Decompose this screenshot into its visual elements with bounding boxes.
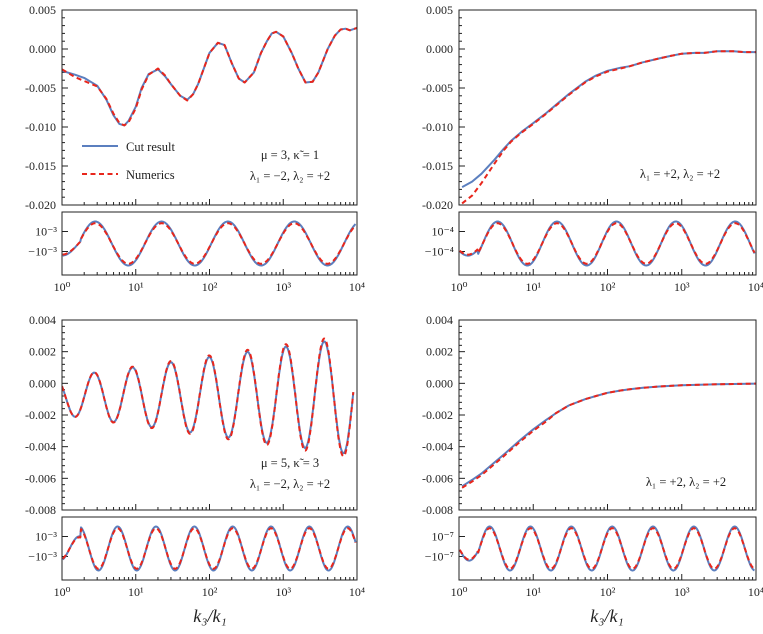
numerics-residual-line xyxy=(62,222,357,265)
y-tick-label: 0.000 xyxy=(426,42,453,56)
x-tick-label: 10⁰ xyxy=(54,280,71,294)
cut-result-line xyxy=(461,382,756,488)
y-tick-label: 10⁻³ xyxy=(35,225,57,239)
x-tick-label: 10⁴ xyxy=(748,585,763,599)
y-tick-label: -0.005 xyxy=(422,81,453,95)
annotation-lambdas: λ₁ = +2, λ₂ = +2 xyxy=(640,167,720,181)
y-tick-label: -0.008 xyxy=(422,503,453,517)
y-tick-label: 10⁻⁴ xyxy=(431,225,454,239)
y-tick-label: -0.004 xyxy=(25,440,56,454)
legend: Cut result Numerics xyxy=(82,140,175,182)
annotation-lambdas: λ₁ = −2, λ₂ = +2 xyxy=(250,477,330,491)
br-main-frame xyxy=(458,319,757,511)
annotation-lambdas: λ₁ = +2, λ₂ = +2 xyxy=(646,475,726,489)
br-main-panel: 0.004 0.002 0.000 -0.002 -0.004 -0.006 -0.008 xyxy=(422,313,757,517)
x-axis-label: k₃/k₁ xyxy=(590,606,624,626)
bl-main-panel: 0.004 0.002 0.000 -0.002 -0.004 -0.006 -0.008 xyxy=(25,313,358,517)
x-tick-label: 10³ xyxy=(674,585,690,599)
annotation-params: μ = 3, κ̃ = 1 xyxy=(261,148,319,162)
y-tick-label: -0.020 xyxy=(25,198,56,212)
bl-resid-panel: 10⁻³ −10⁻³ 10⁰ 10¹ 10² 10³ 10⁴ xyxy=(28,525,365,599)
y-tick-label: -0.010 xyxy=(25,120,56,134)
y-tick-label: −10⁻³ xyxy=(28,245,57,259)
x-tick-label: 10⁰ xyxy=(54,585,71,599)
x-axis-label: k₃/k₁ xyxy=(193,606,227,626)
x-tick-label: 10² xyxy=(202,585,218,599)
x-tick-label: 10⁰ xyxy=(451,280,468,294)
y-tick-label: 0.004 xyxy=(29,313,56,327)
y-tick-label: -0.008 xyxy=(25,503,56,517)
y-tick-label: −10⁻⁴ xyxy=(425,245,454,259)
y-tick-label: -0.002 xyxy=(25,408,56,422)
y-tick-label: -0.010 xyxy=(422,120,453,134)
x-tick-label: 10⁴ xyxy=(349,280,365,294)
x-tick-label: 10¹ xyxy=(128,585,144,599)
tl-main-frame xyxy=(61,9,358,206)
br-resid-frame xyxy=(458,516,757,581)
numerics-line xyxy=(461,382,756,489)
y-tick-label: 0.004 xyxy=(426,313,453,327)
y-tick-label: 0.002 xyxy=(29,345,56,359)
y-tick-label: 0.000 xyxy=(29,376,56,390)
x-tick-label: 10² xyxy=(600,280,616,294)
tl-resid-panel: 10⁻³ −10⁻³ 10⁰ 10¹ 10² 10³ 10⁴ xyxy=(28,220,365,294)
y-tick-label: -0.002 xyxy=(422,408,453,422)
y-tick-label: 10⁻⁷ xyxy=(431,530,454,544)
y-tick-label: -0.006 xyxy=(25,471,56,485)
y-tick-label: 0.005 xyxy=(426,3,453,17)
br-resid-panel: 10⁻⁷ −10⁻⁷ 10⁰ 10¹ 10² 10³ 10⁴ xyxy=(425,525,763,599)
tr-main-frame xyxy=(458,9,757,206)
numerics-line xyxy=(461,50,756,205)
tr-resid-frame xyxy=(458,211,757,276)
y-tick-label: 0.005 xyxy=(29,3,56,17)
tr-resid-panel: 10⁻⁴ −10⁻⁴ 10⁰ 10¹ 10² 10³ 10⁴ xyxy=(425,220,763,294)
x-tick-label: 10¹ xyxy=(525,585,541,599)
annotation-params: μ = 5, κ̃ = 3 xyxy=(261,456,319,470)
y-tick-label: -0.006 xyxy=(422,471,453,485)
bl-main-frame xyxy=(61,319,358,511)
y-tick-label: -0.004 xyxy=(422,440,453,454)
y-tick-label: 0.002 xyxy=(426,345,453,359)
tl-resid-frame xyxy=(61,211,358,276)
numerics-residual-line xyxy=(459,527,755,570)
y-tick-label: 0.000 xyxy=(426,376,453,390)
annotation-lambdas: λ₁ = −2, λ₂ = +2 xyxy=(250,169,330,183)
x-tick-label: 10⁰ xyxy=(451,585,468,599)
legend-cut-label: Cut result xyxy=(126,140,175,154)
y-tick-label: -0.005 xyxy=(25,81,56,95)
cut-result-line xyxy=(62,340,355,455)
numerics-residual-line xyxy=(459,222,756,265)
tr-main-panel: 0.005 0.000 -0.005 -0.010 -0.015 -0.020 xyxy=(422,3,757,212)
x-tick-label: 10⁴ xyxy=(748,280,763,294)
y-tick-label: -0.015 xyxy=(422,159,453,173)
x-tick-label: 10² xyxy=(600,585,616,599)
x-tick-label: 10⁴ xyxy=(349,585,365,599)
y-tick-label: 0.000 xyxy=(29,42,56,56)
x-tick-label: 10³ xyxy=(674,280,690,294)
y-tick-label: -0.020 xyxy=(422,198,453,212)
x-tick-label: 10² xyxy=(202,280,218,294)
y-tick-label: -0.015 xyxy=(25,159,56,173)
numerics-line xyxy=(62,337,355,458)
numerics-line xyxy=(62,26,357,127)
y-tick-label: −10⁻³ xyxy=(28,550,57,564)
y-tick-label: 10⁻³ xyxy=(35,530,57,544)
x-tick-label: 10³ xyxy=(275,280,291,294)
legend-numerics-label: Numerics xyxy=(126,168,175,182)
x-tick-label: 10³ xyxy=(275,585,291,599)
bl-resid-frame xyxy=(61,516,358,581)
numerics-residual-line xyxy=(62,527,357,570)
y-tick-label: −10⁻⁷ xyxy=(425,550,454,564)
cut-result-line xyxy=(62,26,357,127)
x-tick-label: 10¹ xyxy=(525,280,541,294)
x-tick-label: 10¹ xyxy=(128,280,144,294)
